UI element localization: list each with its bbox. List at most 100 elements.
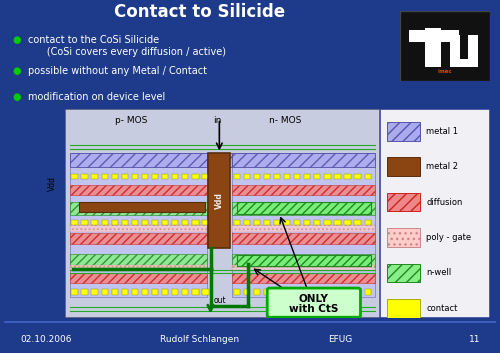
Bar [294,174,300,179]
Text: ●: ● [12,66,20,76]
Bar [232,154,376,297]
Bar [208,154,231,248]
Text: p- MOS: p- MOS [115,116,148,125]
Bar [202,289,208,294]
Bar [102,220,108,225]
Bar [450,35,460,67]
Bar [232,265,376,271]
Text: ●: ● [12,92,20,102]
Text: n-well: n-well [426,268,452,277]
Text: Rudolf Schlangen: Rudolf Schlangen [160,335,240,344]
Bar [232,154,376,167]
Bar [364,289,371,294]
Bar [162,220,168,225]
Bar [72,174,78,179]
Bar [344,174,350,179]
Bar [354,289,361,294]
Bar [264,220,270,225]
Bar [112,174,118,179]
Bar [132,174,138,179]
Bar [202,174,208,179]
Bar [92,220,98,225]
Bar [172,220,178,225]
Bar [324,174,330,179]
Text: out: out [214,296,226,305]
Text: n- MOS: n- MOS [270,116,302,125]
Bar [344,220,350,225]
Text: ONLY: ONLY [299,294,329,304]
Bar [314,289,320,294]
Bar [304,289,310,294]
Bar [314,174,320,179]
Bar [386,157,420,176]
Bar [70,273,207,283]
Bar [152,220,158,225]
Bar [70,154,207,167]
Bar [82,174,87,179]
Bar [142,289,148,294]
Bar [294,289,300,294]
Bar [304,220,310,225]
Bar [254,174,260,179]
Bar [254,289,260,294]
Bar [232,233,376,244]
Bar [162,174,168,179]
Bar [234,174,240,179]
Bar [334,220,340,225]
Bar [409,30,459,42]
Text: possible without any Metal / Contact: possible without any Metal / Contact [28,66,207,76]
Bar [142,174,148,179]
Text: with CtS: with CtS [289,304,339,314]
Bar [72,220,78,225]
Bar [70,185,207,195]
Text: 02.10.2006: 02.10.2006 [20,335,72,344]
Bar [92,289,98,294]
Bar [82,220,87,225]
Bar [386,264,420,282]
Bar [112,220,118,225]
Text: in: in [214,116,222,125]
Bar [192,289,198,294]
Bar [152,174,158,179]
Bar [364,220,371,225]
Text: metal 2: metal 2 [426,162,458,171]
Bar [234,289,240,294]
Bar [122,289,128,294]
Bar [70,254,207,267]
FancyBboxPatch shape [267,288,360,317]
Bar [314,220,320,225]
Bar [162,289,168,294]
Text: GND: GND [388,158,397,176]
Bar [450,59,478,67]
Text: 11: 11 [468,335,480,344]
Text: imec: imec [438,69,452,74]
Bar [202,220,208,225]
Bar [122,220,128,225]
Bar [72,289,78,294]
Bar [70,225,207,232]
Bar [182,174,188,179]
Text: contact: contact [426,304,458,313]
Bar [244,220,250,225]
Bar [70,265,207,271]
Bar [334,289,340,294]
Text: modification on device level: modification on device level [28,92,165,102]
Bar [304,174,310,179]
Bar [386,193,420,211]
Bar [182,220,188,225]
Bar [102,174,108,179]
Bar [70,233,207,244]
Bar [244,289,250,294]
Text: diffusion: diffusion [426,198,463,207]
Bar [284,289,290,294]
Text: ●: ● [12,35,20,45]
Bar [386,122,420,140]
Text: poly - gate: poly - gate [426,233,472,242]
Text: metal 1: metal 1 [426,127,458,136]
Bar [172,289,178,294]
Bar [192,174,198,179]
Text: contact to the CoSi Silicide
      (CoSi covers every diffusion / active): contact to the CoSi Silicide (CoSi cover… [28,35,226,56]
Bar [152,289,158,294]
Bar [70,154,207,297]
Bar [334,174,340,179]
